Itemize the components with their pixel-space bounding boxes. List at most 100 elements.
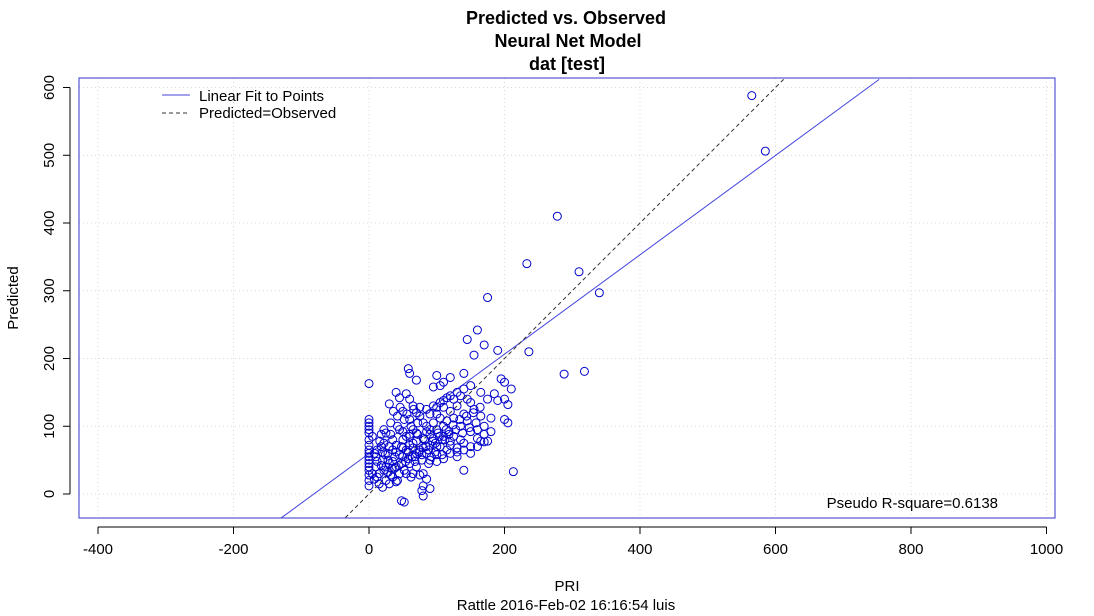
data-point [401, 456, 411, 466]
data-point [508, 467, 518, 477]
data-point [384, 479, 394, 489]
data-point [439, 377, 449, 387]
pseudo-r-square-annotation: Pseudo R-square=0.6138 [827, 495, 998, 512]
x-tick-label: 0 [365, 541, 373, 558]
legend-reference-line-label: Predicted=Observed [199, 105, 336, 122]
chart-title-line-2: Neural Net Model [494, 31, 641, 51]
data-point [391, 477, 401, 487]
y-tick-label: 200 [41, 346, 58, 371]
data-point [376, 461, 386, 471]
data-point [379, 425, 389, 435]
data-point [425, 484, 435, 494]
data-point [378, 447, 388, 457]
data-point [472, 433, 482, 443]
data-point [466, 398, 476, 408]
data-point [415, 470, 425, 480]
data-point [364, 418, 374, 428]
data-point [395, 402, 405, 412]
data-point [372, 445, 382, 455]
data-point [401, 469, 411, 479]
data-point [476, 411, 486, 421]
x-tick-label: 800 [898, 541, 923, 558]
data-point [445, 372, 455, 382]
data-point [386, 418, 396, 428]
predicted-equals-observed-line [344, 79, 784, 519]
data-point [388, 456, 398, 466]
data-point [386, 429, 396, 439]
x-tick-label: 400 [627, 541, 652, 558]
data-point [407, 452, 417, 462]
data-point [405, 440, 415, 450]
data-point [411, 375, 421, 385]
data-point [380, 450, 390, 460]
data-point [486, 413, 496, 423]
data-point [500, 414, 509, 424]
data-point [464, 423, 474, 433]
data-point [364, 379, 374, 389]
data-point [524, 347, 534, 357]
data-point [506, 384, 516, 394]
legend-fit-line-label: Linear Fit to Points [199, 88, 324, 105]
data-point [455, 435, 465, 445]
data-point [367, 469, 377, 479]
y-tick-label: 500 [41, 143, 58, 168]
data-point [369, 474, 379, 484]
data-point [405, 414, 415, 424]
data-point [469, 350, 479, 360]
data-point [413, 418, 423, 428]
data-point [472, 325, 482, 335]
data-point [760, 146, 770, 156]
y-tick-label: 0 [41, 490, 58, 498]
data-point [448, 420, 458, 430]
data-point [493, 345, 503, 355]
data-point [452, 447, 462, 457]
data-point [466, 381, 476, 391]
data-point [459, 368, 469, 378]
x-tick-label: 200 [492, 541, 517, 558]
data-point [397, 459, 407, 469]
y-tick-label: 400 [41, 210, 58, 235]
data-point [388, 406, 398, 416]
data-point [457, 428, 467, 438]
data-point [367, 431, 377, 441]
data-point [444, 429, 454, 439]
data-point [462, 335, 472, 345]
data-point [402, 409, 412, 419]
data-point [444, 427, 454, 437]
data-point [434, 431, 444, 441]
data-point [449, 413, 459, 423]
data-point [500, 377, 509, 387]
data-point [472, 425, 482, 435]
data-point [425, 409, 435, 419]
data-point [415, 402, 425, 412]
data-point [408, 469, 418, 479]
chart-title-line-3: dat [test] [529, 54, 605, 74]
x-tick-label: 1000 [1030, 541, 1063, 558]
y-tick-label: 100 [41, 414, 58, 439]
data-point [384, 442, 394, 452]
data-point [414, 447, 424, 457]
data-point [364, 421, 374, 431]
data-point [418, 433, 428, 443]
data-point [383, 455, 393, 465]
data-point [381, 462, 391, 472]
data-point [471, 418, 481, 428]
data-point [594, 288, 604, 298]
data-point [500, 394, 509, 404]
data-point [486, 427, 496, 437]
x-tick-label: -200 [218, 541, 248, 558]
grid-lines [79, 78, 1055, 518]
data-point [405, 429, 415, 439]
data-point [392, 411, 402, 421]
data-point [386, 470, 396, 480]
data-point [439, 402, 449, 412]
data-point [435, 381, 445, 391]
data-point [459, 465, 469, 475]
data-point [392, 475, 402, 485]
data-point [417, 450, 427, 460]
data-point [432, 402, 442, 412]
data-point [417, 486, 427, 496]
data-point [445, 448, 455, 458]
legend: Linear Fit to Points Predicted=Observed [162, 88, 336, 122]
data-point [418, 491, 428, 501]
